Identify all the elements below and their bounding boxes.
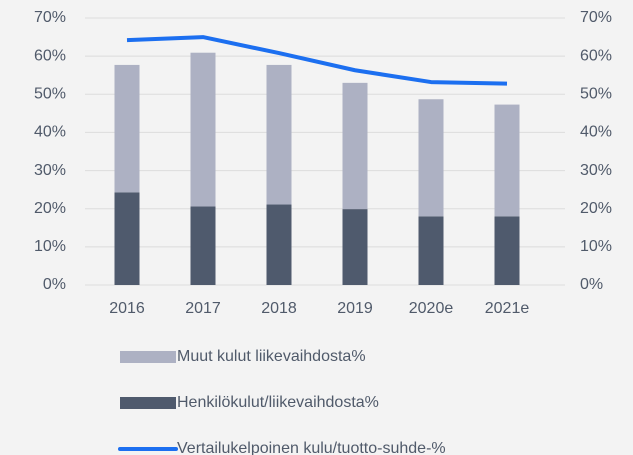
y-tick-label: 10% (34, 238, 66, 255)
y2-tick-label: 30% (580, 162, 612, 179)
bar-segment (494, 216, 520, 285)
bar-segment (266, 64, 292, 205)
x-tick-label: 2020e (409, 300, 454, 317)
legend-label: Vertailukelpoinen kulu/tuotto-suhde-% (177, 440, 446, 455)
x-tick-label: 2021e (485, 300, 530, 317)
bar-segment (114, 192, 140, 285)
y-tick-label: 20% (34, 200, 66, 217)
y-tick-label: 60% (34, 47, 66, 64)
x-tick-label: 2017 (185, 300, 221, 317)
y-tick-label: 0% (43, 276, 66, 293)
bar-segment (342, 209, 368, 285)
y-tick-label: 70% (34, 9, 66, 26)
legend-swatch (120, 397, 176, 409)
y-tick-label: 50% (34, 86, 66, 103)
legend-swatch (120, 351, 176, 363)
line-series (126, 35, 508, 86)
x-tick-label: 2016 (109, 300, 145, 317)
legend-label: Muut kulut liikevaihdosta% (177, 348, 366, 365)
y2-tick-label: 50% (580, 86, 612, 103)
y2-tick-label: 20% (580, 200, 612, 217)
y2-tick-label: 70% (580, 9, 612, 26)
x-tick-label: 2019 (337, 300, 373, 317)
y2-tick-label: 10% (580, 238, 612, 255)
y2-tick-label: 60% (580, 47, 612, 64)
x-tick-label: 2018 (261, 300, 297, 317)
bar-segment (418, 99, 444, 217)
bar-segment (190, 52, 216, 207)
bar-segment (494, 104, 520, 217)
bar-segment (418, 216, 444, 285)
y-tick-label: 30% (34, 162, 66, 179)
bar-segment (114, 64, 140, 193)
legend-label: Henkilökulut/liikevaihdosta% (177, 394, 379, 411)
y2-tick-label: 40% (580, 124, 612, 141)
bar-segment (190, 206, 216, 285)
y-tick-label: 40% (34, 124, 66, 141)
bar-segment (342, 82, 368, 210)
y2-tick-label: 0% (580, 276, 603, 293)
bar-segment (266, 204, 292, 285)
